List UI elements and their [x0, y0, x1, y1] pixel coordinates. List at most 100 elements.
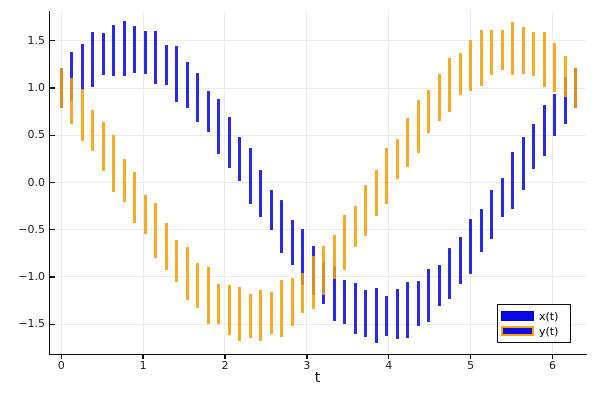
bar-xt [563, 77, 567, 125]
bar-yt [301, 273, 305, 314]
bar-yt [563, 55, 567, 98]
bar-xt [458, 237, 462, 285]
bar-xt [164, 45, 168, 85]
bar-yt [395, 139, 399, 179]
bar-yt [122, 158, 126, 203]
bar-yt [175, 239, 179, 282]
bar-xt [542, 104, 546, 156]
y-tick-label: 0.0 [27, 175, 46, 189]
x-tick [306, 355, 308, 359]
bar-xt [553, 94, 557, 136]
bar-xt [154, 31, 158, 85]
gridline-x [388, 11, 390, 354]
bar-xt [353, 283, 357, 335]
x-tick-label: 0 [57, 359, 65, 372]
plot-area [49, 11, 586, 354]
bar-xt [490, 189, 494, 239]
y-tick-label: 1.0 [27, 81, 46, 94]
bar-xt [416, 281, 420, 327]
bar-xt [80, 44, 84, 90]
bar-yt [133, 171, 137, 223]
bar-xt [185, 62, 189, 108]
gridline-y [49, 323, 586, 325]
gridline-x [470, 11, 472, 354]
gridline-y [49, 229, 586, 231]
bar-xt [374, 288, 378, 344]
bar-xt [227, 116, 231, 168]
y-axis-spine [49, 11, 51, 355]
bar-yt [290, 278, 294, 326]
x-tick-label: 6 [548, 359, 556, 372]
bar-xt [427, 269, 431, 323]
bar-xt [521, 136, 525, 190]
legend-entry-y: y(t) [501, 325, 567, 338]
y-tick [50, 229, 55, 231]
bar-xt [385, 296, 389, 336]
bar-xt [269, 190, 273, 230]
bar-xt [448, 248, 452, 300]
bar-yt [59, 68, 63, 108]
bar-xt [280, 200, 284, 254]
gridline-y [49, 40, 586, 42]
x-tick-label: 4 [385, 359, 393, 372]
bar-xt [343, 280, 347, 324]
bar-yt [500, 29, 504, 70]
gridline-x [306, 11, 308, 354]
bar-xt [101, 33, 105, 75]
y-tick-label: −1.0 [18, 269, 45, 283]
bar-xt [479, 208, 483, 253]
bar-xt [175, 45, 179, 103]
bar-yt [574, 68, 578, 108]
bar-yt [154, 203, 158, 259]
bar-xt [259, 169, 263, 217]
bar-yt [196, 262, 200, 309]
bar-xt [217, 99, 221, 154]
bar-yt [70, 78, 74, 124]
bar-yt [238, 286, 242, 342]
bar-yt [458, 53, 462, 95]
y-tick [50, 134, 55, 136]
bar-yt [511, 22, 515, 76]
x-tick [388, 355, 390, 359]
bar-yt [227, 285, 231, 335]
bar-xt [206, 90, 210, 133]
bar-xt [122, 21, 126, 77]
bar-yt [80, 88, 84, 142]
bar-yt [185, 247, 189, 301]
bar-yt [374, 170, 378, 216]
bar-yt [143, 194, 147, 235]
bar-yt [311, 256, 315, 310]
bar-xt [290, 219, 294, 266]
bar-xt [469, 218, 473, 274]
legend-swatch-y [501, 326, 534, 336]
legend-label-x: x(t) [539, 309, 559, 323]
bar-xt [91, 32, 95, 87]
y-tick [50, 323, 55, 325]
bar-yt [406, 117, 410, 167]
bar-yt [416, 100, 420, 153]
bar-xt [511, 151, 515, 209]
bar-yt [332, 235, 336, 279]
bar-yt [542, 32, 546, 87]
bar-yt [91, 109, 95, 152]
bar-yt [353, 205, 357, 248]
legend: x(t) y(t) [497, 304, 571, 343]
bar-yt [364, 184, 368, 236]
x-tick-label: 2 [221, 359, 229, 372]
y-tick-label: 1.5 [27, 33, 46, 47]
bar-yt [385, 147, 389, 205]
x-tick [60, 355, 62, 359]
legend-swatch-x [501, 311, 534, 321]
bar-yt [112, 134, 116, 192]
bar-yt [437, 73, 441, 122]
bar-xt [248, 147, 252, 205]
bar-yt [553, 42, 557, 92]
bar-yt [248, 294, 252, 338]
x-tick [142, 355, 144, 359]
legend-entry-x: x(t) [501, 310, 567, 323]
bar-xt [70, 52, 74, 102]
gridline-y [49, 134, 586, 136]
bar-xt [133, 26, 137, 74]
x-axis-label: t [314, 370, 321, 386]
